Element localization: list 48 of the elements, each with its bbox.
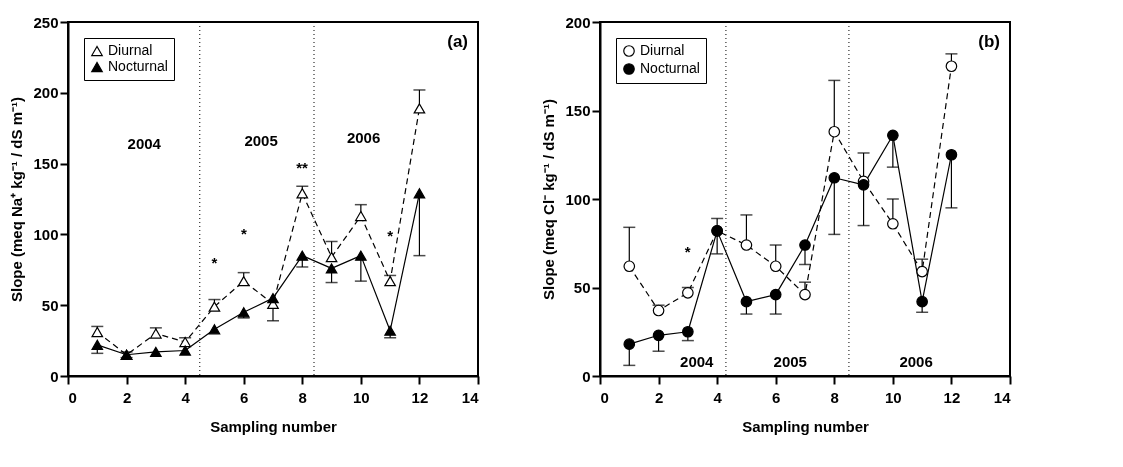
y-tick-label: 50: [573, 279, 591, 296]
annotation: 2004: [680, 352, 715, 370]
x-tick-label: 4: [181, 388, 191, 406]
y-tick-label: 150: [565, 102, 591, 119]
x-tick-label: 0: [600, 388, 609, 406]
annotation: **: [296, 158, 309, 176]
x-tick-label: 14: [993, 388, 1012, 406]
legend-label: Diurnal: [640, 42, 685, 58]
annotation: 2005: [244, 131, 278, 149]
x-tick-label: 4: [713, 388, 723, 406]
legend-label: Nocturnal: [108, 58, 168, 74]
x-tick-label: 12: [943, 388, 961, 406]
annotation: 2006: [346, 129, 381, 147]
y-tick-label: 50: [41, 296, 59, 314]
x-tick-label: 6: [772, 388, 781, 406]
y-tick-label: 200: [33, 84, 59, 102]
annotation: 2005: [773, 352, 807, 370]
text: (b): [978, 32, 1000, 51]
legend-label: Diurnal: [108, 42, 153, 58]
y-tick-label: 250: [33, 13, 59, 31]
y-tick-label: 100: [33, 225, 59, 243]
annotation: *: [240, 225, 247, 243]
annotation: 2006: [899, 352, 933, 370]
text: (a): [447, 32, 468, 51]
x-axis-title: Sampling number: [742, 417, 869, 435]
x-tick-label: 14: [461, 388, 480, 406]
x-tick-label: 6: [240, 388, 249, 406]
annotation: 2004: [127, 134, 162, 152]
y-tick-label: 0: [50, 367, 59, 385]
legend-label: Nocturnal: [640, 60, 700, 76]
x-tick-label: 0: [68, 388, 77, 406]
annotation: *: [387, 226, 394, 244]
x-tick-label: 12: [411, 388, 429, 406]
annotation: *: [211, 253, 218, 271]
x-tick-label: 2: [654, 388, 664, 406]
x-tick-label: 10: [353, 388, 370, 406]
y-axis-title: Slope (meq Cl⁻ kg⁻¹ / dS m⁻¹): [540, 99, 558, 300]
x-axis-title: Sampling number: [210, 417, 337, 435]
y-tick-label: 200: [565, 13, 591, 31]
x-tick-label: 8: [830, 388, 839, 406]
x-tick-label: 2: [122, 388, 132, 406]
y-tick-label: 150: [33, 155, 59, 173]
y-tick-label: 0: [582, 367, 591, 385]
y-tick-label: 100: [565, 190, 591, 208]
x-tick-label: 10: [885, 388, 902, 406]
y-axis-title: Slope (meq Na⁺ kg⁻¹ / dS m⁻¹): [8, 96, 26, 303]
annotation: *: [684, 243, 691, 261]
x-tick-label: 8: [298, 388, 307, 406]
